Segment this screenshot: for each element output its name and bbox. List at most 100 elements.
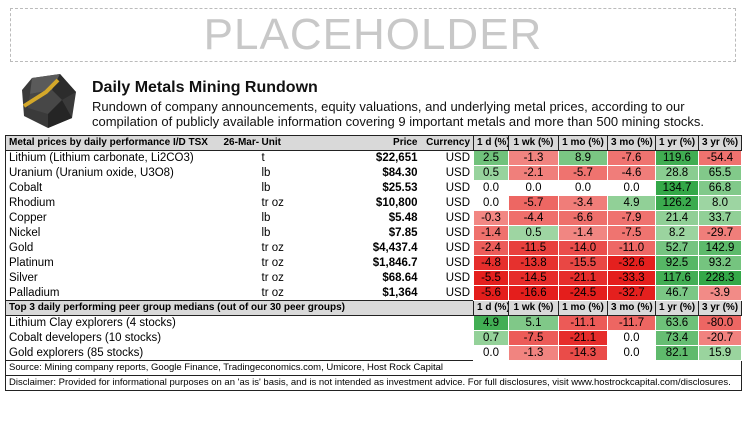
metal-name: Lithium (Lithium carbonate, Li2CO3)	[9, 152, 194, 165]
unit: t	[261, 152, 265, 165]
table-row: Nickel lb $7.85 USD -1.4 0.5 -1.4 -7.5 8.2 -29.7	[6, 225, 742, 241]
peer-group-name: Gold explorers (85 stocks)	[9, 346, 144, 359]
currency: USD	[445, 286, 470, 299]
performance-cell: 93.2	[698, 255, 742, 271]
column-header: 3 mo (%)	[607, 300, 656, 316]
performance-cell: -11.5	[508, 240, 559, 256]
performance-cell: -4.8	[473, 255, 509, 271]
performance-cell: -1.3	[508, 150, 559, 166]
performance-cell: -21.1	[558, 330, 608, 346]
unit: tr oz	[261, 242, 284, 254]
performance-cell: 0.7	[473, 330, 509, 346]
performance-cell: 0.5	[508, 225, 559, 241]
price: $22,651	[375, 152, 418, 165]
table-row: Platinum tr oz $1,846.7 USD -4.8 -13.8 -15.5 -3…	[6, 255, 742, 271]
metals-table: Metal prices by daily performance I/D TS…	[5, 135, 742, 391]
performance-cell: 28.8	[655, 165, 699, 181]
currency: USD	[445, 257, 470, 269]
performance-cell: 2.5	[473, 150, 509, 166]
performance-cell: 0.0	[607, 330, 656, 346]
performance-cell: 4.9	[607, 195, 656, 211]
performance-cell: -1.4	[558, 225, 608, 241]
performance-cell: -14.0	[558, 240, 608, 256]
performance-cell: -7.6	[607, 150, 656, 166]
performance-cell: 134.7	[655, 180, 699, 196]
column-header: 1 mo (%)	[558, 300, 608, 316]
performance-cell: 142.9	[698, 240, 742, 256]
performance-cell: -3.4	[558, 195, 608, 211]
column-header: 1 mo (%)	[558, 135, 608, 151]
performance-cell: 4.9	[473, 315, 509, 331]
performance-cell: -7.5	[508, 330, 559, 346]
placeholder: PLACEHOLDER	[10, 8, 736, 62]
column-header: Unit	[258, 135, 311, 151]
currency: USD	[445, 152, 470, 165]
price: $68.64	[382, 272, 418, 284]
performance-cell: -32.6	[607, 255, 656, 271]
performance-cell: 5.1	[508, 315, 559, 331]
title: Daily Metals Mining Rundown	[92, 79, 318, 96]
price: $1,364	[382, 286, 418, 299]
table-row: Source: Mining company reports, Google F…	[5, 360, 742, 376]
performance-cell: 8.0	[698, 195, 742, 211]
table-row: Cobalt developers (10 stocks) 0.7 -7.5 -21.…	[6, 330, 742, 346]
price: $25.53	[382, 182, 418, 194]
performance-cell: 52.7	[655, 240, 699, 256]
performance-cell: -13.8	[508, 255, 559, 271]
performance-cell: 228.3	[698, 270, 742, 286]
disclaimer: Disclaimer: Provided for informational p…	[5, 375, 742, 391]
price: $1,846.7	[372, 257, 418, 269]
unit: lb	[261, 227, 271, 239]
performance-cell: -11.1	[558, 315, 608, 331]
column-header: 1 yr (%)	[655, 300, 699, 316]
logo	[22, 74, 76, 128]
table-row: Copper lb $5.48 USD -0.3 -4.4 -6.6 -7.9 21.4 33.7	[6, 210, 742, 226]
currency: USD	[445, 242, 470, 254]
performance-cell: -14.5	[508, 270, 559, 286]
table-row: Cobalt lb $25.53 USD 0.0 0.0 0.0 0.0 134.7 66.8	[6, 180, 742, 196]
column-header: 26-Mar-26	[220, 135, 259, 151]
performance-cell: -11.7	[607, 315, 656, 331]
performance-cell: 8.9	[558, 150, 608, 166]
performance-cell: -21.1	[558, 270, 608, 286]
unit: lb	[261, 212, 271, 224]
performance-cell: 0.0	[473, 345, 509, 361]
metal-name: Nickel	[9, 227, 41, 239]
metal-name: Silver	[9, 272, 38, 284]
currency: USD	[445, 167, 470, 179]
peer-group-name: Lithium Clay explorers (4 stocks)	[9, 317, 176, 330]
performance-cell: -7.5	[607, 225, 656, 241]
performance-cell: -5.5	[473, 270, 509, 286]
metal-name: Copper	[9, 212, 47, 224]
column-header: 3 mo (%)	[607, 135, 656, 151]
performance-cell: -33.3	[607, 270, 656, 286]
performance-cell: -15.5	[558, 255, 608, 271]
column-header: Currency	[420, 135, 474, 151]
table-row: Lithium Clay explorers (4 stocks) 4.9 5.1-…	[6, 315, 742, 331]
performance-cell: 46.7	[655, 285, 699, 301]
performance-cell: 82.1	[655, 345, 699, 361]
performance-cell: -29.7	[698, 225, 742, 241]
performance-cell: 65.5	[698, 165, 742, 181]
price: $4,437.4	[372, 242, 418, 254]
performance-cell: -16.6	[508, 285, 559, 301]
column-header: 3 yr (%)	[698, 300, 742, 316]
performance-cell: 126.2	[655, 195, 699, 211]
source: Source: Mining company reports, Google F…	[5, 360, 742, 376]
performance-cell: 0.0	[607, 180, 656, 196]
price: $7.85	[388, 227, 418, 239]
performance-cell: -3.9	[698, 285, 742, 301]
performance-cell: -32.7	[607, 285, 656, 301]
metal-name: Uranium (Uranium oxide, U3O8)	[9, 167, 174, 179]
performance-cell: -0.3	[473, 210, 509, 226]
table-row: Metal prices by daily performance I/D TS…	[5, 135, 742, 151]
performance-cell: 66.8	[698, 180, 742, 196]
table-row: Uranium (Uranium oxide, U3O8) lb $84.30 USD…	[6, 165, 742, 181]
table-row: Palladium tr oz $1,364 USD -5.6 -16.6 -24.5 -32…	[6, 285, 742, 301]
table-row: Rhodium tr oz $10,800 USD 0.0 -5.7 -3.4 4.9 126.…	[6, 195, 742, 211]
performance-cell: -80.0	[698, 315, 742, 331]
performance-cell: 8.2	[655, 225, 699, 241]
metal-name: Platinum	[9, 257, 54, 269]
performance-cell: 63.6	[655, 315, 699, 331]
column-header: 3 yr (%)	[698, 135, 742, 151]
